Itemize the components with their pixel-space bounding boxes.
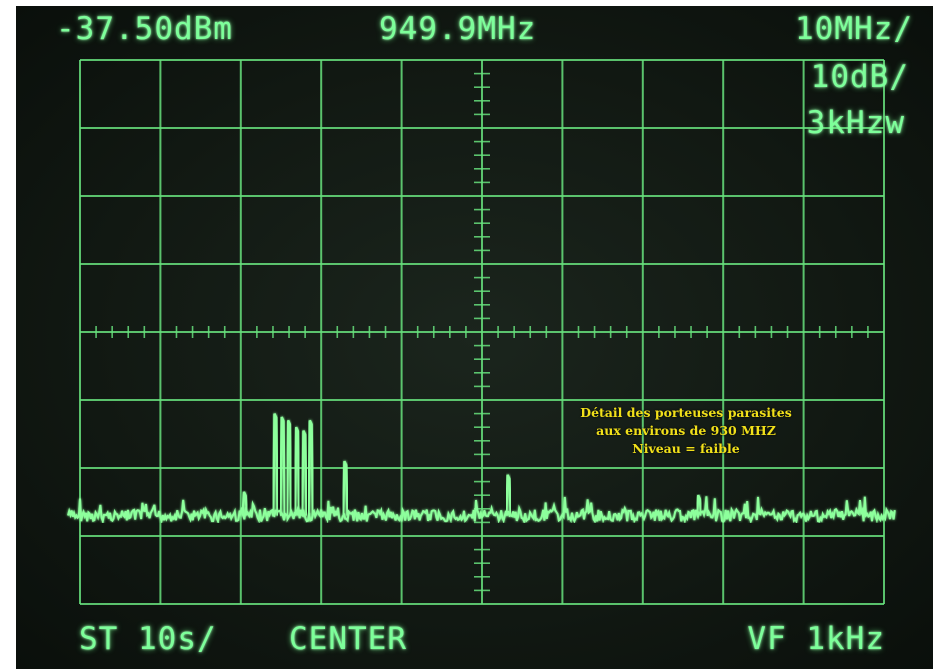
video-filter-readout: VF 1kHz: [747, 621, 885, 657]
carrier-peak: [307, 419, 315, 516]
annotation-text: Détail des porteuses parasites aux envir…: [516, 404, 856, 458]
carrier-peak: [293, 426, 301, 516]
sweep-time-readout: ST 10s/: [79, 621, 217, 657]
span-readout: 10MHz/: [795, 11, 913, 47]
annotation-line-3: Niveau = faible: [632, 441, 740, 456]
carrier-peak: [505, 474, 512, 516]
spectrum-analyzer-screen: -37.50dBm 949.9MHz 10MHz/ 10dB/ 3kHzw ST…: [16, 6, 933, 669]
carrier-peak: [341, 460, 349, 516]
annotation-line-2: aux environs de 930 MHZ: [596, 423, 776, 438]
carrier-peak: [300, 430, 308, 516]
resolution-bandwidth-readout: 3kHzw: [806, 105, 905, 141]
center-frequency-readout: 949.9MHz: [379, 11, 537, 47]
scale-readout: 10dB/: [810, 59, 909, 95]
reference-level-readout: -37.50dBm: [56, 11, 233, 47]
carrier-peak: [695, 494, 703, 516]
spectrum-trace: [67, 413, 896, 525]
carrier-peak: [279, 416, 287, 516]
carrier-peak: [271, 413, 279, 516]
grid-lines: [79, 59, 885, 605]
carrier-peak: [241, 491, 249, 516]
mode-readout: CENTER: [289, 621, 407, 657]
annotation-line-1: Détail des porteuses parasites: [580, 405, 792, 420]
spectrum-graticule: [67, 59, 896, 605]
noise-floor-trace: [67, 496, 896, 525]
carrier-peak: [285, 419, 293, 516]
